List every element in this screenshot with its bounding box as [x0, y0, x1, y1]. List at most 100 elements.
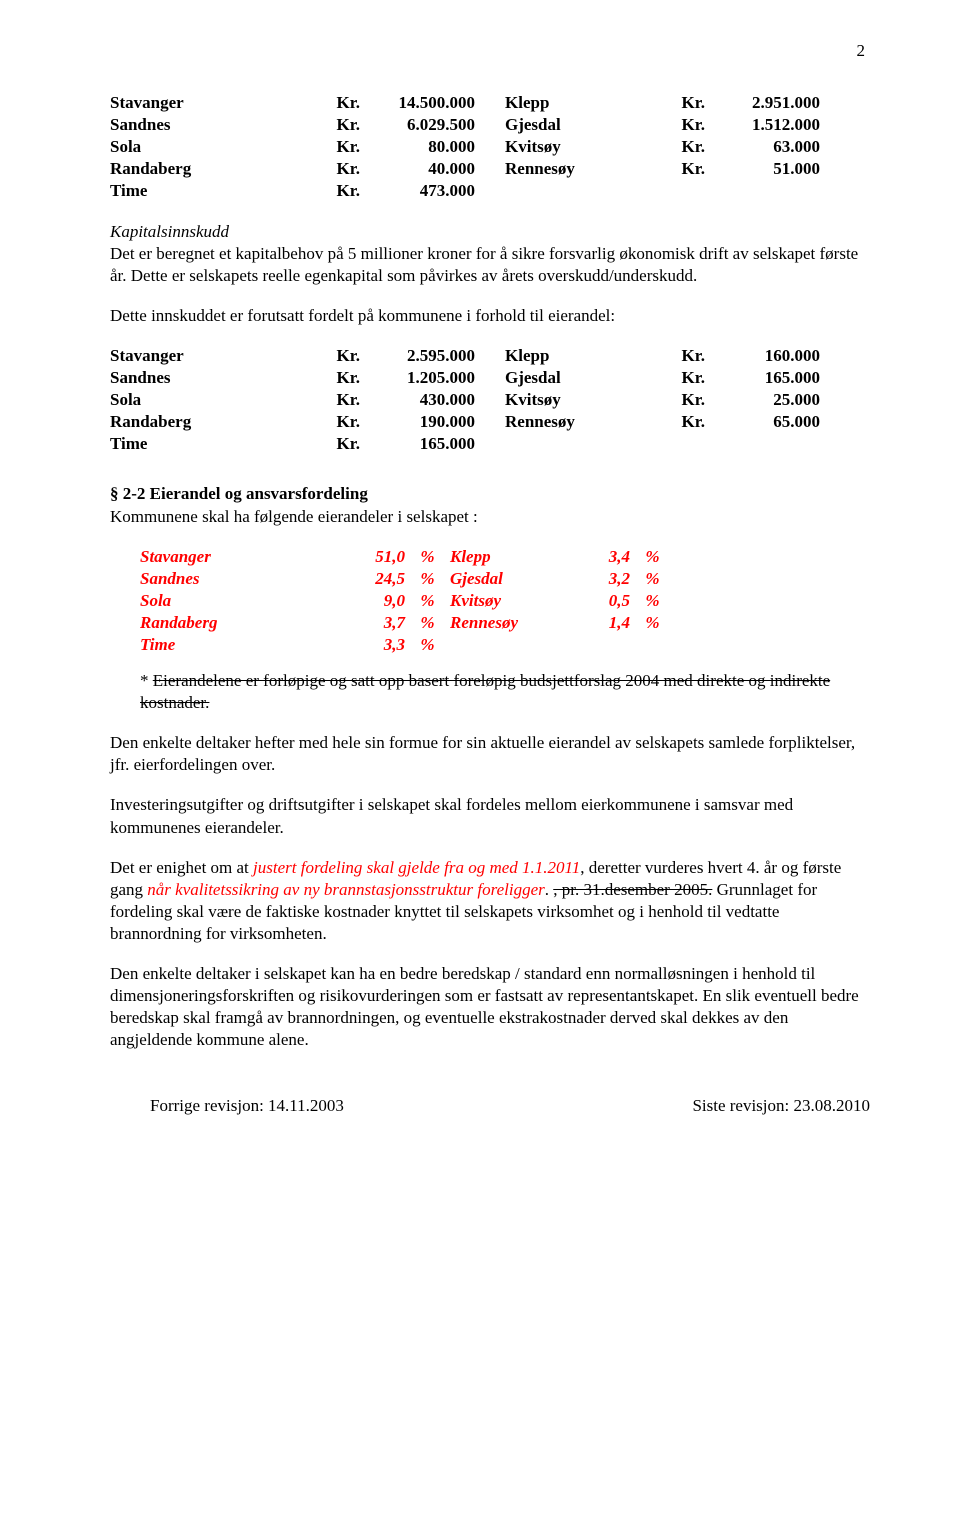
emphasis-red: justert fordeling skal gjelde fra og med…	[253, 858, 580, 877]
amount: 165.000	[705, 367, 820, 389]
text: Det er enighet om at	[110, 858, 253, 877]
pct-symbol: %	[630, 590, 675, 612]
row-name: Stavanger	[110, 345, 270, 367]
kr-label: Kr.	[645, 92, 705, 114]
section-2-2-heading: § 2-2 Eierandel og ansvarsfordeling	[110, 483, 870, 505]
kr-label: Kr.	[645, 136, 705, 158]
paragraph-enighet: Det er enighet om at justert fordeling s…	[110, 857, 870, 945]
row-name: Rennesøy	[505, 411, 645, 433]
amount: 40.000	[360, 158, 475, 180]
kr-label: Kr.	[645, 367, 705, 389]
row-name: Rennesøy	[450, 612, 565, 634]
row-name: Time	[110, 433, 270, 455]
row-name: Randaberg	[110, 411, 270, 433]
row-name: Sola	[110, 389, 270, 411]
pct-symbol: %	[405, 590, 450, 612]
row-name: Klepp	[450, 546, 565, 568]
footer-left: Forrige revisjon: 14.11.2003	[110, 1095, 344, 1117]
row-name: Time	[140, 634, 350, 656]
row-name: Gjesdal	[505, 114, 645, 136]
pct-value: 3,2	[565, 568, 630, 590]
text: .	[545, 880, 554, 899]
kr-label: Kr.	[270, 411, 360, 433]
row-name: Kvitsøy	[505, 389, 645, 411]
row-name: Sandnes	[140, 568, 350, 590]
struck-note: * Eierandelene er forløpige og satt opp …	[110, 670, 870, 714]
kr-label: Kr.	[270, 389, 360, 411]
section-2-2-intro: Kommunene skal ha følgende eierandeler i…	[110, 506, 870, 528]
amount: 63.000	[705, 136, 820, 158]
row-name: Kvitsøy	[505, 136, 645, 158]
pct-value: 3,3	[350, 634, 405, 656]
row-name: Klepp	[505, 345, 645, 367]
kr-label: Kr.	[645, 345, 705, 367]
kr-label: Kr.	[270, 180, 360, 202]
kapital-heading: Kapitalsinnskudd	[110, 221, 870, 243]
amount: 1.512.000	[705, 114, 820, 136]
footer: Forrige revisjon: 14.11.2003 Siste revis…	[110, 1095, 870, 1117]
row-name: Randaberg	[110, 158, 270, 180]
paragraph-invest: Investeringsutgifter og driftsutgifter i…	[110, 794, 870, 838]
row-name: Kvitsøy	[450, 590, 565, 612]
pct-symbol: %	[630, 612, 675, 634]
struck-text: Eierandelene er forløpige og satt opp ba…	[140, 671, 830, 712]
row-name: Stavanger	[140, 546, 350, 568]
row-name: Sandnes	[110, 367, 270, 389]
kr-label: Kr.	[270, 345, 360, 367]
amount: 25.000	[705, 389, 820, 411]
amount: 51.000	[705, 158, 820, 180]
kr-label: Kr.	[270, 136, 360, 158]
footer-right: Siste revisjon: 23.08.2010	[692, 1095, 870, 1117]
amount: 473.000	[360, 180, 475, 202]
allocation-table-1: Stavanger Sandnes Sola Randaberg Time Kr…	[110, 92, 870, 202]
ownership-percent-table: Stavanger Sandnes Sola Randaberg Time 51…	[110, 546, 870, 656]
pct-value: 1,4	[565, 612, 630, 634]
amount: 190.000	[360, 411, 475, 433]
row-name: Time	[110, 180, 270, 202]
row-name: Rennesøy	[505, 158, 645, 180]
kr-label: Kr.	[645, 411, 705, 433]
amount: 2.595.000	[360, 345, 475, 367]
row-name: Klepp	[505, 92, 645, 114]
row-name: Gjesdal	[450, 568, 565, 590]
amount: 6.029.500	[360, 114, 475, 136]
pct-symbol: %	[405, 568, 450, 590]
pct-symbol: %	[405, 634, 450, 656]
row-name: Sola	[110, 136, 270, 158]
amount: 65.000	[705, 411, 820, 433]
paragraph-heft: Den enkelte deltaker hefter med hele sin…	[110, 732, 870, 776]
amount: 80.000	[360, 136, 475, 158]
amount: 160.000	[705, 345, 820, 367]
amount: 165.000	[360, 433, 475, 455]
row-name: Sandnes	[110, 114, 270, 136]
kr-label: Kr.	[645, 158, 705, 180]
pct-symbol: %	[630, 568, 675, 590]
emphasis-red: når kvalitetssikring av ny brannstasjons…	[147, 880, 544, 899]
paragraph-beredskap: Den enkelte deltaker i selskapet kan ha …	[110, 963, 870, 1051]
pct-value: 0,5	[565, 590, 630, 612]
amount: 1.205.000	[360, 367, 475, 389]
kr-label: Kr.	[270, 433, 360, 455]
amount: 2.951.000	[705, 92, 820, 114]
kr-label: Kr.	[270, 92, 360, 114]
page: 2 Stavanger Sandnes Sola Randaberg Time …	[0, 0, 960, 1147]
amount: 14.500.000	[360, 92, 475, 114]
page-number: 2	[110, 40, 870, 62]
kr-label: Kr.	[270, 367, 360, 389]
kr-label: Kr.	[645, 114, 705, 136]
kr-label: Kr.	[270, 114, 360, 136]
pct-value: 24,5	[350, 568, 405, 590]
pct-value: 51,0	[350, 546, 405, 568]
kapital-paragraph-2: Dette innskuddet er forutsatt fordelt på…	[110, 305, 870, 327]
pct-value: 3,4	[565, 546, 630, 568]
pct-symbol: %	[630, 546, 675, 568]
pct-symbol: %	[405, 546, 450, 568]
row-name: Sola	[140, 590, 350, 612]
note-prefix: *	[140, 671, 153, 690]
kapital-paragraph-1: Det er beregnet et kapitalbehov på 5 mil…	[110, 243, 870, 287]
row-name: Randaberg	[140, 612, 350, 634]
pct-symbol: %	[405, 612, 450, 634]
row-name: Stavanger	[110, 92, 270, 114]
pct-value: 3,7	[350, 612, 405, 634]
kr-label: Kr.	[645, 389, 705, 411]
